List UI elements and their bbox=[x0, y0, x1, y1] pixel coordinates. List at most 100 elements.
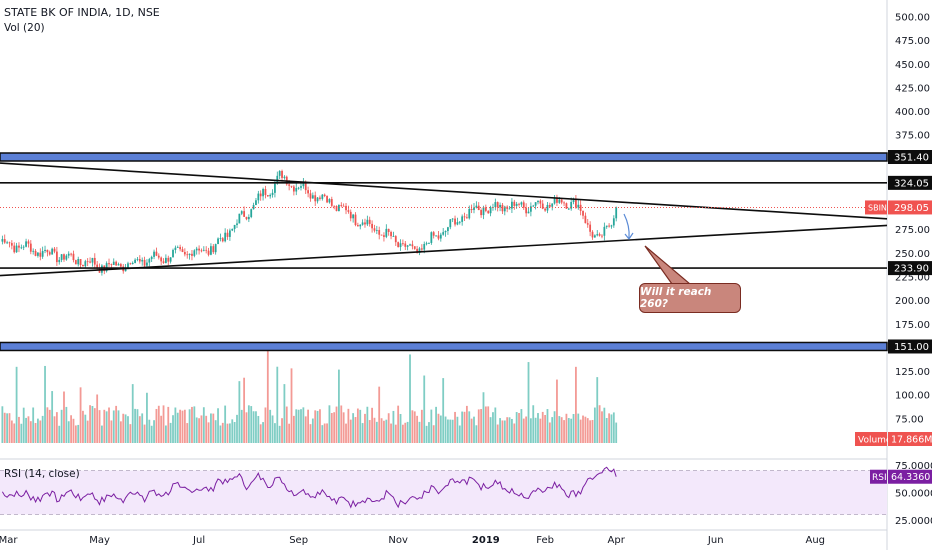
volume-bar bbox=[383, 420, 385, 443]
volume-bar bbox=[347, 408, 350, 443]
candle-body bbox=[539, 200, 542, 204]
time-axis-label: 2019 bbox=[472, 535, 500, 546]
volume-bar bbox=[228, 423, 231, 443]
candle-body bbox=[546, 204, 549, 211]
candle-body bbox=[53, 248, 56, 252]
volume-bar bbox=[598, 405, 601, 443]
volume-bar bbox=[356, 408, 359, 443]
volume-bar bbox=[589, 420, 592, 443]
candle-body bbox=[612, 218, 615, 226]
volume-bar bbox=[255, 411, 257, 443]
volume-bar bbox=[492, 412, 494, 443]
price-axis-label: 375.00 bbox=[895, 131, 930, 142]
volume-bar bbox=[22, 407, 25, 443]
volume-bar bbox=[131, 384, 134, 443]
annotation-callout[interactable]: Will it reach 260? bbox=[639, 283, 741, 313]
candle-body bbox=[176, 247, 179, 248]
volume-bar bbox=[172, 415, 174, 443]
ascending-trendline bbox=[0, 224, 888, 277]
candle-body bbox=[243, 211, 246, 217]
volume-bar bbox=[349, 419, 352, 443]
volume-bar bbox=[378, 386, 381, 443]
candle-body bbox=[153, 251, 155, 257]
candle-body bbox=[603, 226, 606, 236]
candle-body bbox=[572, 198, 575, 203]
candle-body bbox=[567, 208, 570, 210]
volume-bar bbox=[247, 405, 250, 443]
volume-bar bbox=[58, 425, 61, 443]
volume-bar bbox=[98, 410, 101, 443]
volume-bar bbox=[240, 409, 243, 443]
volume-bar bbox=[470, 418, 473, 443]
candle-body bbox=[565, 203, 568, 209]
candle-body bbox=[598, 234, 601, 236]
volume-bar bbox=[449, 419, 452, 443]
volume-bar bbox=[380, 418, 383, 443]
volume-bar bbox=[214, 420, 217, 443]
candle-body bbox=[84, 261, 87, 267]
volume-bar bbox=[72, 418, 75, 443]
volume-bar bbox=[231, 419, 234, 443]
candle-body bbox=[437, 235, 440, 239]
candle-body bbox=[67, 253, 70, 256]
candle-body bbox=[290, 185, 293, 187]
candle-body bbox=[8, 242, 11, 244]
volume-bar bbox=[335, 406, 338, 443]
candle-body bbox=[86, 261, 89, 263]
candle-body bbox=[518, 203, 520, 205]
candle-body bbox=[596, 234, 599, 236]
volume-bar bbox=[482, 392, 485, 443]
volume-bar bbox=[195, 417, 198, 443]
volume-bar bbox=[276, 366, 279, 443]
candle-body bbox=[146, 262, 148, 266]
candle-body bbox=[210, 246, 212, 255]
candle-body bbox=[409, 244, 411, 246]
volume-bar bbox=[522, 418, 525, 443]
volume-bar bbox=[593, 407, 596, 443]
candle-body bbox=[458, 221, 461, 223]
candle-body bbox=[520, 202, 523, 205]
volume-bar bbox=[243, 377, 246, 443]
candle-body bbox=[264, 189, 267, 196]
volume-bar bbox=[442, 378, 445, 443]
volume-bar bbox=[579, 419, 582, 443]
candle-body bbox=[238, 213, 241, 224]
candle-body bbox=[352, 214, 355, 219]
candle-body bbox=[487, 210, 490, 214]
volume-bar bbox=[176, 412, 179, 443]
candle-body bbox=[205, 249, 208, 251]
candle-body bbox=[525, 207, 528, 214]
candle-body bbox=[560, 199, 563, 203]
volume-bar bbox=[124, 414, 127, 443]
volume-bar bbox=[193, 406, 196, 443]
volume-bar bbox=[390, 423, 392, 443]
candle-body bbox=[217, 238, 219, 245]
candle-body bbox=[397, 242, 400, 248]
candle-body bbox=[423, 243, 426, 250]
volume-bar bbox=[416, 415, 419, 443]
candle-body bbox=[553, 197, 556, 204]
volume-bar bbox=[162, 405, 165, 443]
volume-bar bbox=[257, 415, 260, 443]
candle-body bbox=[112, 261, 115, 265]
volume-bar bbox=[165, 425, 167, 443]
descending-trendline bbox=[0, 162, 888, 220]
candle-body bbox=[13, 245, 16, 253]
volume-bar bbox=[101, 425, 103, 443]
volume-bar bbox=[515, 412, 518, 443]
volume-bar bbox=[290, 368, 293, 443]
volume-bar bbox=[307, 409, 309, 443]
candle-body bbox=[328, 199, 331, 203]
candle-body bbox=[465, 217, 468, 219]
candle-body bbox=[110, 264, 113, 266]
price-axis-label: 275.00 bbox=[895, 225, 930, 236]
candle-body bbox=[226, 232, 229, 237]
candle-body bbox=[416, 248, 419, 254]
volume-bar bbox=[245, 412, 248, 443]
volume-bar bbox=[323, 423, 326, 443]
volume-bar bbox=[278, 425, 281, 443]
volume-bar bbox=[534, 417, 537, 443]
candle-body bbox=[183, 251, 186, 255]
